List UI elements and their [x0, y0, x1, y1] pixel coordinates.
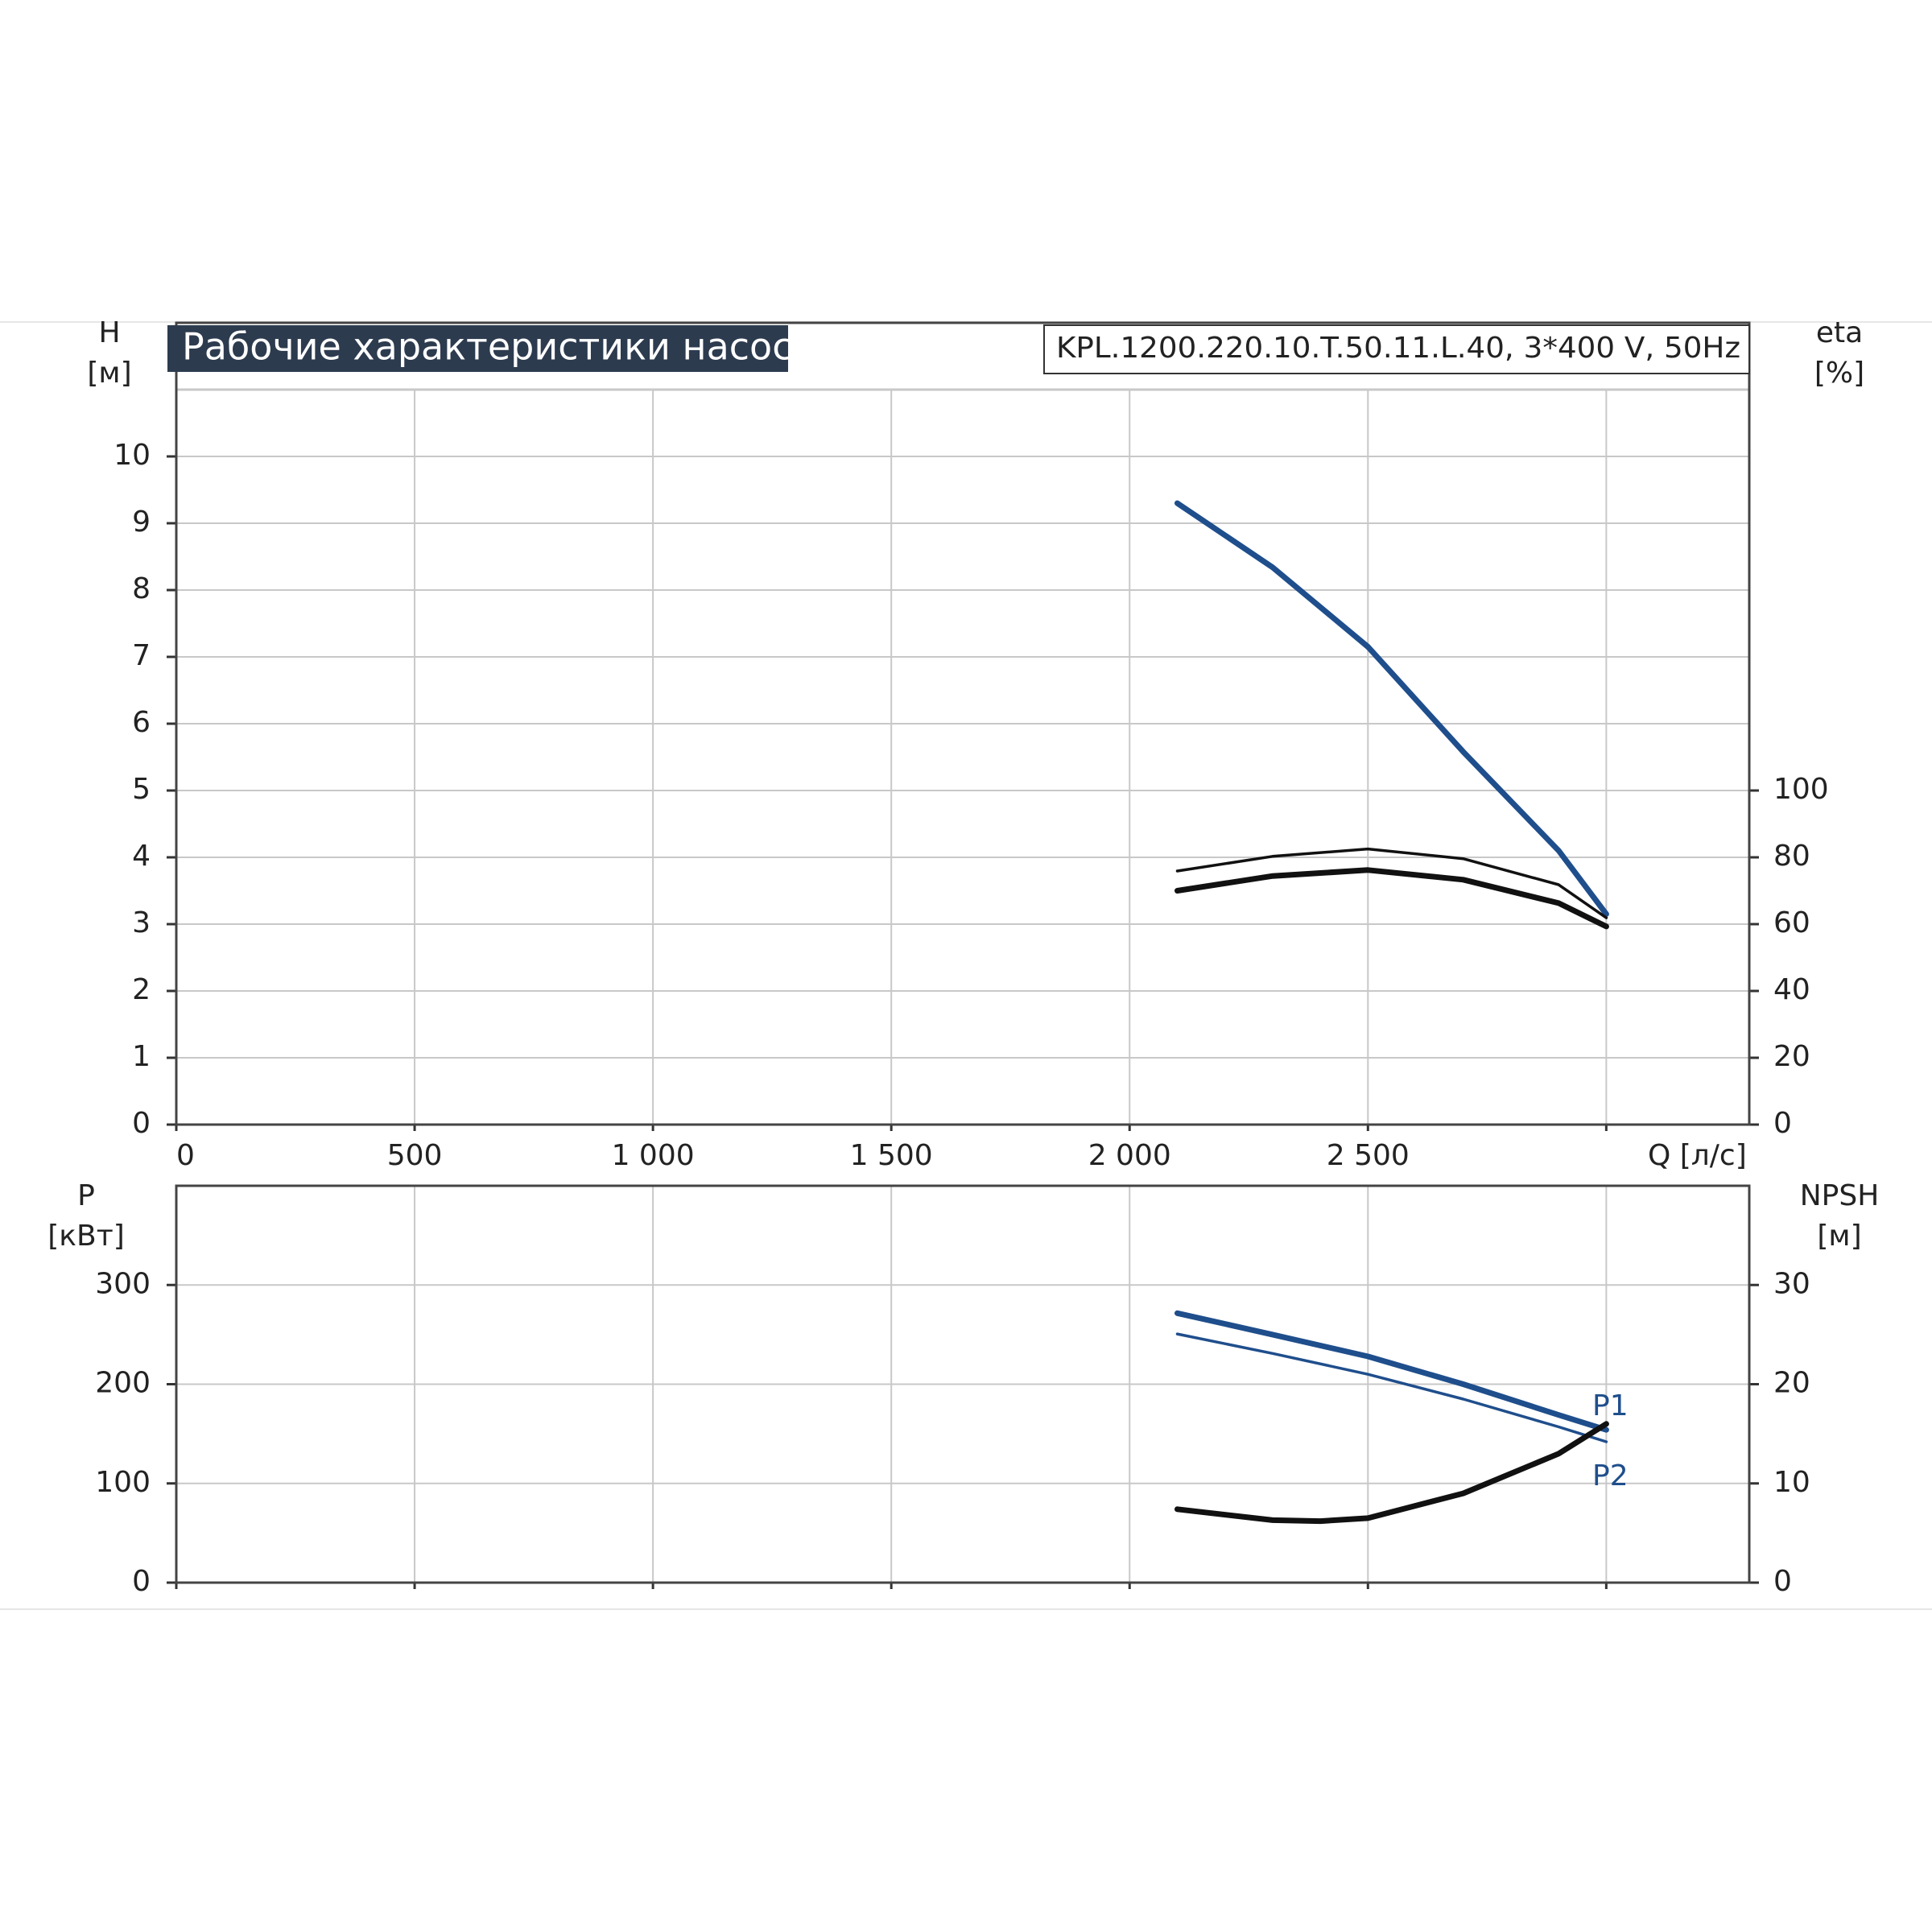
- y2-tick-label: 40: [1773, 973, 1810, 1006]
- y-tick-label: 0: [132, 1565, 151, 1598]
- x-tick-label: 2 500: [1327, 1139, 1410, 1172]
- y-axis-unit: [м]: [87, 357, 131, 390]
- curve: [1174, 867, 1609, 930]
- y-tick-label: 2: [132, 973, 151, 1006]
- y-tick-label: 4: [132, 840, 151, 873]
- y-tick-label: 200: [95, 1367, 151, 1400]
- model-box: [1043, 324, 1750, 374]
- y2-tick-label: 0: [1773, 1107, 1792, 1140]
- plot-frame: [175, 321, 1751, 1126]
- chart-title: Рабочие характеристики насоса: [182, 325, 815, 369]
- y2-tick-label: 100: [1773, 773, 1829, 806]
- series-label: P1: [1592, 1389, 1629, 1422]
- y-tick-label: 8: [132, 572, 151, 605]
- y-tick-label: 300: [95, 1267, 151, 1300]
- plot-frame: [175, 1184, 1751, 1584]
- y-tick-label: 6: [132, 706, 151, 739]
- y-tick-label: 1: [132, 1040, 151, 1073]
- y2-axis-label: eta: [1816, 316, 1863, 349]
- y-tick-label: 7: [132, 639, 151, 672]
- y-tick-label: 5: [132, 773, 151, 806]
- x-tick-label: 2 000: [1088, 1139, 1171, 1172]
- y-tick-label: 3: [132, 906, 151, 939]
- y2-axis-unit: [%]: [1814, 357, 1864, 390]
- x-tick-label: Q [л/с]: [1648, 1139, 1747, 1172]
- y-tick-label: 0: [132, 1107, 151, 1140]
- x-tick-label: 0: [176, 1139, 195, 1172]
- y-tick-label: 10: [114, 439, 151, 472]
- y-axis-label: H: [98, 316, 120, 349]
- y2-tick-label: 10: [1773, 1466, 1810, 1499]
- y2-tick-label: 60: [1773, 906, 1810, 939]
- y2-axis-label: NPSH: [1800, 1179, 1880, 1212]
- chart-subtitle: KPL.1200.220.10.T.50.11.L.40, 3*400 V, 5…: [1056, 332, 1740, 365]
- y2-axis-unit: [м]: [1817, 1220, 1861, 1253]
- y2-tick-label: 80: [1773, 840, 1810, 873]
- curve: [1174, 500, 1609, 917]
- y-axis-label: P: [77, 1179, 95, 1212]
- curve: [1174, 1310, 1609, 1433]
- x-tick-label: 1 500: [850, 1139, 933, 1172]
- title-box: [167, 325, 788, 372]
- y2-tick-label: 30: [1773, 1267, 1810, 1300]
- y2-tick-label: 0: [1773, 1565, 1792, 1598]
- curve: [1175, 847, 1608, 919]
- x-tick-label: 500: [387, 1139, 443, 1172]
- y-tick-label: 100: [95, 1466, 151, 1499]
- x-tick-label: 1 000: [612, 1139, 695, 1172]
- curve: [1175, 1332, 1608, 1443]
- y-axis-unit: [кВт]: [47, 1220, 125, 1253]
- y-tick-label: 9: [132, 506, 151, 539]
- y2-tick-label: 20: [1773, 1367, 1810, 1400]
- curve: [1174, 1421, 1609, 1525]
- y2-tick-label: 20: [1773, 1040, 1810, 1073]
- series-label: P2: [1592, 1459, 1629, 1492]
